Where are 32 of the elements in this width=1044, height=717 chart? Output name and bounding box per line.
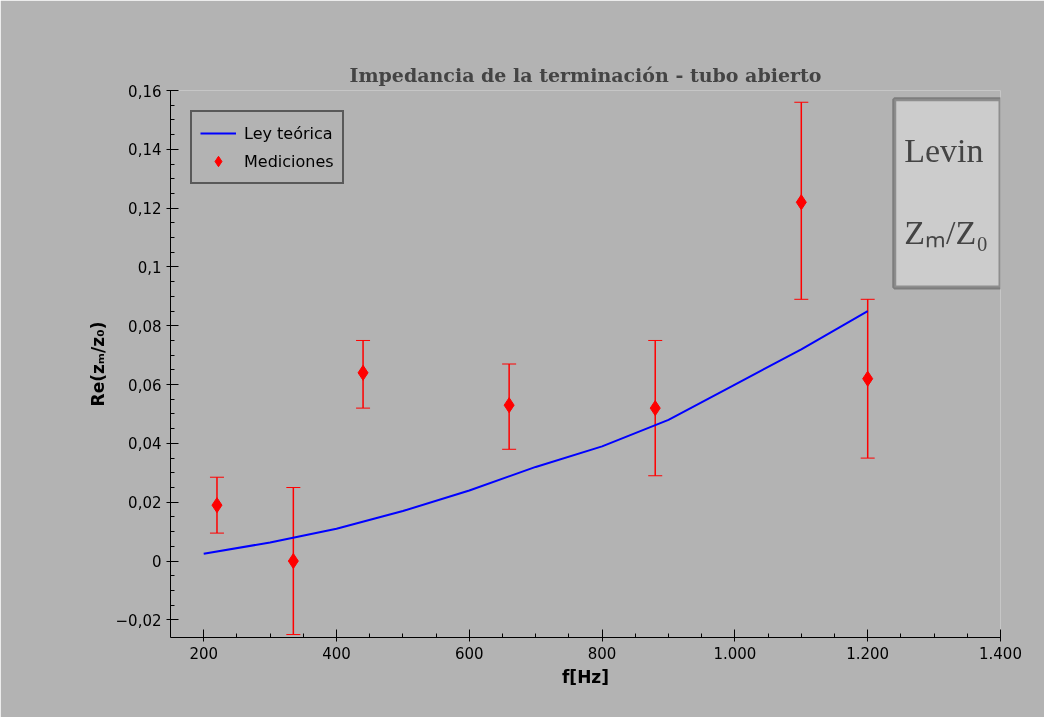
legend-label: Mediciones bbox=[244, 150, 334, 173]
x-tick-label: 1.400 bbox=[979, 644, 1022, 663]
x-axis-title: f[Hz] bbox=[561, 666, 610, 687]
annotation: Levin bbox=[904, 131, 984, 169]
y-tick-label: 0,1 bbox=[137, 258, 162, 277]
y-tick-label: 0,06 bbox=[128, 376, 162, 395]
point bbox=[211, 497, 223, 514]
y-tick-label: −0,02 bbox=[115, 611, 162, 630]
x-tick-label: 400 bbox=[322, 644, 351, 663]
annotation: Zₘ/Z₀ bbox=[904, 214, 989, 252]
y-tick-label: 0,02 bbox=[128, 494, 162, 513]
chart-title: Impedancia de la terminación - tubo abierto bbox=[349, 63, 822, 86]
x-tick-label: 600 bbox=[454, 644, 484, 663]
y-tick-label: 0,12 bbox=[128, 200, 162, 219]
point bbox=[649, 400, 661, 417]
point bbox=[287, 553, 299, 570]
x-tick-label: 1.000 bbox=[713, 644, 757, 663]
x-tick-label: 200 bbox=[189, 644, 219, 663]
y-tick-label: 0 bbox=[151, 553, 162, 572]
x-tick-label: 1.200 bbox=[846, 644, 890, 663]
line-series bbox=[202, 310, 869, 555]
y-tick-label: 0,08 bbox=[128, 317, 162, 336]
y-tick-label: 0,16 bbox=[128, 82, 162, 101]
point bbox=[862, 370, 874, 387]
legend-label: Ley teórica bbox=[244, 122, 333, 145]
y-tick-label: 0,04 bbox=[128, 435, 162, 454]
point bbox=[795, 194, 807, 211]
point bbox=[357, 364, 369, 381]
point bbox=[503, 397, 515, 414]
y-tick-label: 0,14 bbox=[128, 141, 162, 160]
x-tick-label: 800 bbox=[587, 644, 617, 663]
y-axis-title: Re(zₘ/z₀) bbox=[87, 321, 108, 407]
